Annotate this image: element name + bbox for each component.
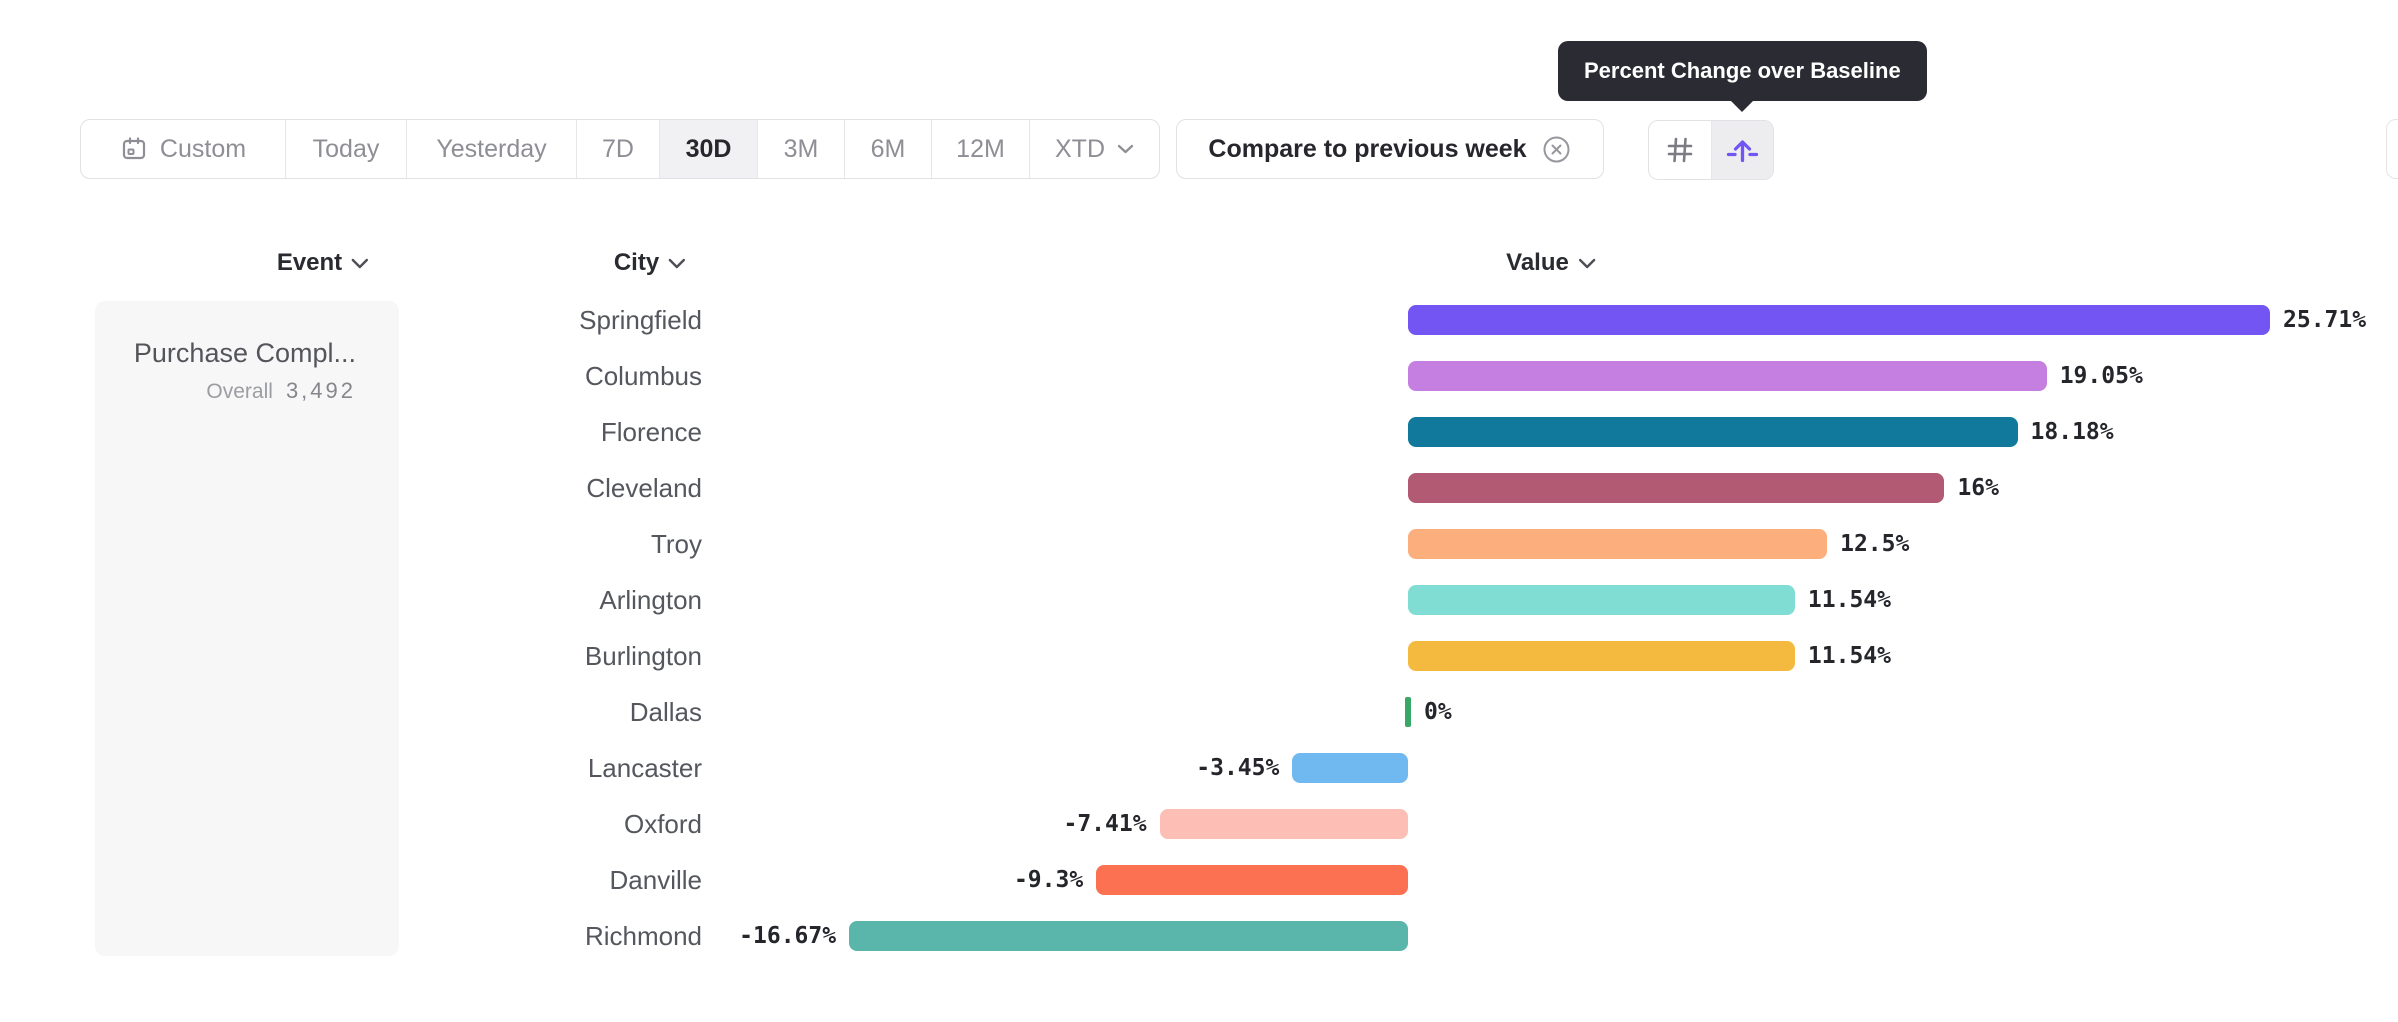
bar-value-springfield: 25.71% bbox=[2283, 307, 2367, 333]
view-toggle-group bbox=[1648, 120, 1774, 180]
chevron-down-icon bbox=[1578, 258, 1596, 268]
bar-springfield[interactable] bbox=[1408, 305, 2270, 335]
city-label-dallas: Dallas bbox=[629, 697, 702, 727]
city-label-arlington: Arlington bbox=[599, 585, 702, 615]
absolute-values-toggle[interactable] bbox=[1649, 121, 1711, 179]
remove-compare-icon[interactable] bbox=[1541, 134, 1572, 165]
edge-partial-button[interactable] bbox=[2386, 119, 2398, 179]
column-header-value-label: Value bbox=[1506, 249, 1569, 276]
date-range-7d[interactable]: 7D bbox=[576, 120, 659, 178]
event-name: Purchase Compl... bbox=[133, 338, 356, 368]
bar-value-cleveland: 16% bbox=[1957, 475, 1999, 501]
date-range-label: XTD bbox=[1055, 134, 1105, 163]
hash-grid-icon bbox=[1667, 137, 1693, 163]
date-range-custom[interactable]: Custom bbox=[81, 120, 285, 178]
chevron-down-icon bbox=[1117, 144, 1134, 154]
bar-value-burlington: 11.54% bbox=[1807, 643, 1891, 669]
column-header-city-label: City bbox=[613, 249, 660, 276]
date-range-label: 30D bbox=[685, 134, 732, 163]
city-label-florence: Florence bbox=[600, 417, 702, 447]
bar-cleveland[interactable] bbox=[1408, 473, 1945, 503]
tooltip: Percent Change over Baseline bbox=[1558, 41, 1927, 112]
date-range-xtd[interactable]: XTD bbox=[1029, 120, 1159, 178]
overall-label: Overall bbox=[206, 380, 273, 403]
bar-value-columbus: 19.05% bbox=[2059, 363, 2143, 389]
bar-richmond[interactable] bbox=[849, 921, 1408, 951]
bar-value-danville: -9.3% bbox=[1013, 867, 1084, 893]
date-range-label: 12M bbox=[956, 134, 1005, 163]
chevron-down-icon bbox=[668, 258, 686, 268]
date-range-30d[interactable]: 30D bbox=[659, 120, 757, 178]
city-label-richmond: Richmond bbox=[584, 921, 702, 951]
date-range-12m[interactable]: 12M bbox=[931, 120, 1029, 178]
overall-value: 3,492 bbox=[285, 378, 356, 403]
bar-burlington[interactable] bbox=[1408, 641, 1795, 671]
bar-value-richmond: -16.67% bbox=[739, 923, 837, 949]
date-range-control: Custom Today Yesterday 7D 30D 3M 6M 12M XTD bbox=[80, 119, 1160, 179]
tooltip-text: Percent Change over Baseline bbox=[1584, 58, 1901, 83]
bar-value-oxford: -7.41% bbox=[1063, 811, 1147, 837]
city-label-burlington: Burlington bbox=[584, 641, 702, 671]
bar-columbus[interactable] bbox=[1408, 361, 2047, 391]
baseline-arrow-icon bbox=[1726, 139, 1758, 162]
bar-arlington[interactable] bbox=[1408, 585, 1795, 615]
city-label-cleveland: Cleveland bbox=[586, 473, 702, 503]
date-range-today[interactable]: Today bbox=[285, 120, 406, 178]
date-range-label: 3M bbox=[783, 134, 819, 163]
date-range-label: Yesterday bbox=[436, 134, 547, 163]
percent-change-baseline-toggle[interactable] bbox=[1710, 121, 1773, 179]
bar-danville[interactable] bbox=[1096, 865, 1408, 895]
event-overall-row: Overall 3,492 bbox=[206, 378, 356, 404]
bar-value-lancaster: -3.45% bbox=[1196, 755, 1280, 781]
compare-chip-label: Compare to previous week bbox=[1208, 134, 1527, 163]
bar-florence[interactable] bbox=[1408, 417, 2018, 447]
tooltip-arrow-icon bbox=[1730, 100, 1755, 112]
bar-value-dallas: 0% bbox=[1424, 699, 1452, 725]
date-range-3m[interactable]: 3M bbox=[757, 120, 844, 178]
bar-lancaster[interactable] bbox=[1292, 753, 1408, 783]
column-header-value[interactable]: Value bbox=[1506, 247, 1596, 279]
column-header-event[interactable]: Event bbox=[277, 247, 369, 279]
city-label-columbus: Columbus bbox=[584, 361, 702, 391]
bar-troy[interactable] bbox=[1408, 529, 1828, 559]
bar-value-florence: 18.18% bbox=[2030, 419, 2114, 445]
bar-oxford[interactable] bbox=[1159, 809, 1408, 839]
city-label-springfield: Springfield bbox=[579, 305, 702, 335]
bar-dallas[interactable] bbox=[1405, 697, 1411, 727]
chevron-down-icon bbox=[351, 258, 369, 268]
bar-value-arlington: 11.54% bbox=[1807, 587, 1891, 613]
column-header-event-label: Event bbox=[276, 249, 343, 276]
city-label-troy: Troy bbox=[650, 529, 702, 559]
date-range-6m[interactable]: 6M bbox=[844, 120, 931, 178]
compare-chip[interactable]: Compare to previous week bbox=[1176, 119, 1604, 179]
date-range-label: Today bbox=[312, 134, 380, 163]
calendar-icon bbox=[122, 137, 146, 160]
column-header-city[interactable]: City bbox=[614, 247, 686, 279]
date-range-label: 6M bbox=[870, 134, 906, 163]
city-label-oxford: Oxford bbox=[623, 809, 702, 839]
city-label-danville: Danville bbox=[609, 865, 703, 895]
event-card[interactable]: Purchase Compl... Overall 3,492 bbox=[95, 301, 399, 956]
bar-value-troy: 12.5% bbox=[1840, 531, 1910, 557]
date-range-label: Custom bbox=[159, 134, 247, 163]
date-range-label: 7D bbox=[602, 134, 634, 163]
city-label-lancaster: Lancaster bbox=[587, 753, 702, 783]
date-range-yesterday[interactable]: Yesterday bbox=[406, 120, 576, 178]
